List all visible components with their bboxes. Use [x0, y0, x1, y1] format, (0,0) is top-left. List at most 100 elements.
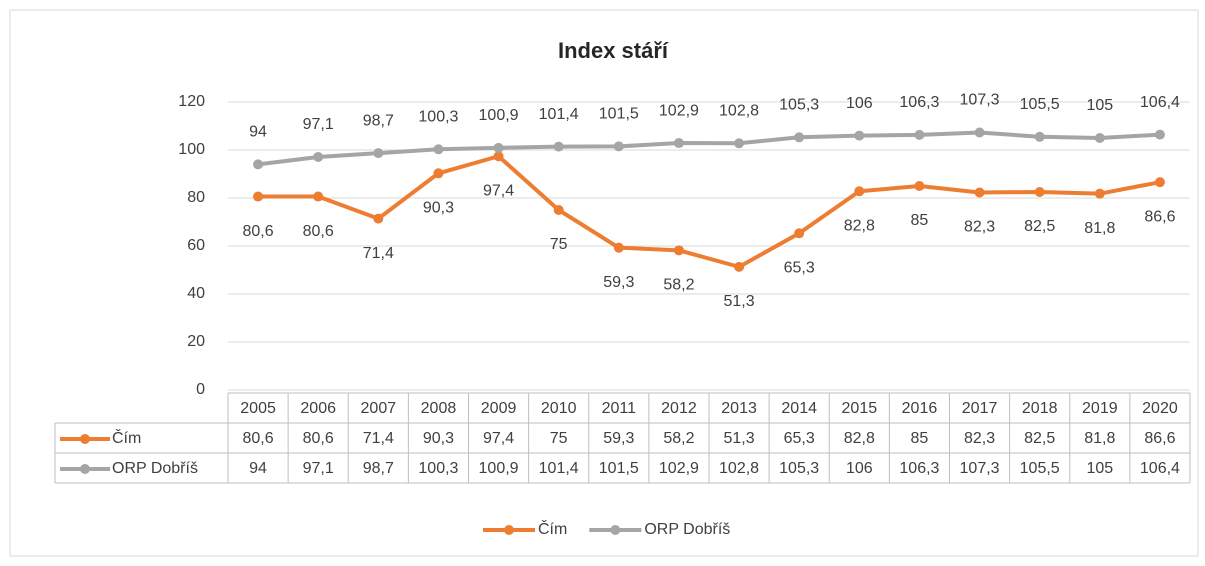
table-series-name: Čím — [112, 428, 141, 447]
marker — [553, 141, 564, 152]
data-label: 101,4 — [539, 106, 579, 123]
table-cell: 106,3 — [899, 460, 939, 477]
data-label: 101,5 — [599, 106, 639, 123]
x-tick-label: 2009 — [481, 400, 517, 417]
table-cell: 106 — [846, 460, 873, 477]
x-tick-label: 2015 — [842, 400, 878, 417]
data-label: 100,9 — [479, 107, 519, 124]
marker — [673, 138, 684, 149]
table-cell: 85 — [911, 430, 929, 447]
x-tick-label: 2016 — [902, 400, 938, 417]
y-tick-label: 100 — [178, 141, 205, 158]
table-cell: 97,4 — [483, 430, 514, 447]
data-label: 105,3 — [779, 96, 819, 113]
y-tick-label: 120 — [178, 93, 205, 110]
marker — [613, 141, 624, 152]
x-tick-label: 2018 — [1022, 400, 1058, 417]
marker — [854, 130, 865, 141]
marker — [493, 142, 504, 153]
series-line — [257, 130, 1161, 167]
chart-title: Index stáří — [558, 38, 669, 63]
table-cell: 105,5 — [1020, 460, 1060, 477]
data-label: 80,6 — [242, 223, 273, 240]
table-cell: 98,7 — [363, 460, 394, 477]
data-label: 80,6 — [303, 223, 334, 240]
data-label: 90,3 — [423, 199, 454, 216]
x-tick-label: 2011 — [602, 400, 637, 417]
table-cell: 82,5 — [1024, 430, 1055, 447]
table-cell: 94 — [249, 460, 267, 477]
data-label: 71,4 — [363, 245, 394, 262]
marker — [433, 144, 444, 155]
marker — [613, 242, 624, 253]
table-cell: 105 — [1086, 460, 1113, 477]
table-cell: 82,3 — [964, 430, 995, 447]
data-label: 65,3 — [784, 259, 815, 276]
marker — [1154, 177, 1165, 188]
marker — [734, 138, 745, 149]
table-cell: 101,4 — [539, 460, 579, 477]
data-label: 106 — [846, 95, 873, 112]
table-cell: 65,3 — [784, 430, 815, 447]
table-cell: 100,9 — [479, 460, 519, 477]
marker — [1094, 133, 1105, 143]
marker — [974, 127, 985, 138]
marker — [253, 159, 264, 170]
series-line — [258, 154, 1161, 269]
marker — [914, 181, 925, 191]
legend-key — [610, 525, 621, 535]
table-cell: 100,3 — [418, 460, 458, 477]
table-legend-key — [80, 434, 90, 444]
table-cell: 107,3 — [960, 460, 1000, 477]
data-label: 105 — [1086, 97, 1113, 114]
data-label: 75 — [550, 236, 568, 253]
table-cell: 82,8 — [844, 430, 875, 447]
marker — [734, 261, 745, 272]
table-cell: 105,3 — [779, 460, 819, 477]
x-tick-label: 2007 — [361, 400, 397, 417]
marker — [1154, 129, 1165, 140]
table-cell: 102,8 — [719, 460, 759, 477]
marker — [373, 213, 384, 224]
data-label: 86,6 — [1144, 208, 1175, 225]
legend-label: Čím — [538, 519, 567, 538]
marker — [493, 151, 504, 162]
data-label: 82,8 — [844, 217, 875, 234]
table-cell: 59,3 — [603, 430, 634, 447]
data-label: 94 — [249, 124, 267, 141]
data-label: 97,4 — [483, 182, 514, 199]
x-tick-label: 2020 — [1142, 400, 1178, 417]
marker — [1094, 188, 1105, 199]
x-tick-label: 2014 — [781, 400, 817, 417]
table-legend-key — [80, 464, 90, 474]
x-tick-label: 2017 — [962, 400, 998, 417]
table-cell: 51,3 — [723, 430, 754, 447]
data-label: 102,8 — [719, 102, 759, 119]
table-cell: 106,4 — [1140, 460, 1180, 477]
data-label: 100,3 — [418, 108, 458, 125]
marker — [914, 129, 925, 140]
y-tick-label: 40 — [187, 285, 205, 302]
data-label: 106,4 — [1140, 94, 1180, 111]
data-label: 81,8 — [1084, 220, 1115, 237]
x-tick-label: 2019 — [1082, 400, 1118, 417]
marker — [974, 187, 985, 198]
x-tick-label: 2010 — [541, 400, 577, 417]
table-cell: 75 — [550, 430, 568, 447]
marker — [794, 228, 805, 239]
marker — [313, 151, 324, 162]
x-tick-label: 2006 — [300, 400, 336, 417]
table-cell: 90,3 — [423, 430, 454, 447]
data-label: 98,7 — [363, 112, 394, 129]
marker — [253, 191, 264, 202]
data-label: 107,3 — [960, 92, 1000, 109]
table-cell: 80,6 — [242, 430, 273, 447]
data-label: 105,5 — [1020, 96, 1060, 113]
data-label: 97,1 — [303, 116, 334, 133]
x-tick-label: 2012 — [661, 400, 697, 417]
table-series-name: ORP Dobříš — [112, 460, 198, 477]
marker — [373, 148, 384, 159]
chart-border — [9, 9, 1199, 557]
data-label: 58,2 — [663, 277, 694, 294]
